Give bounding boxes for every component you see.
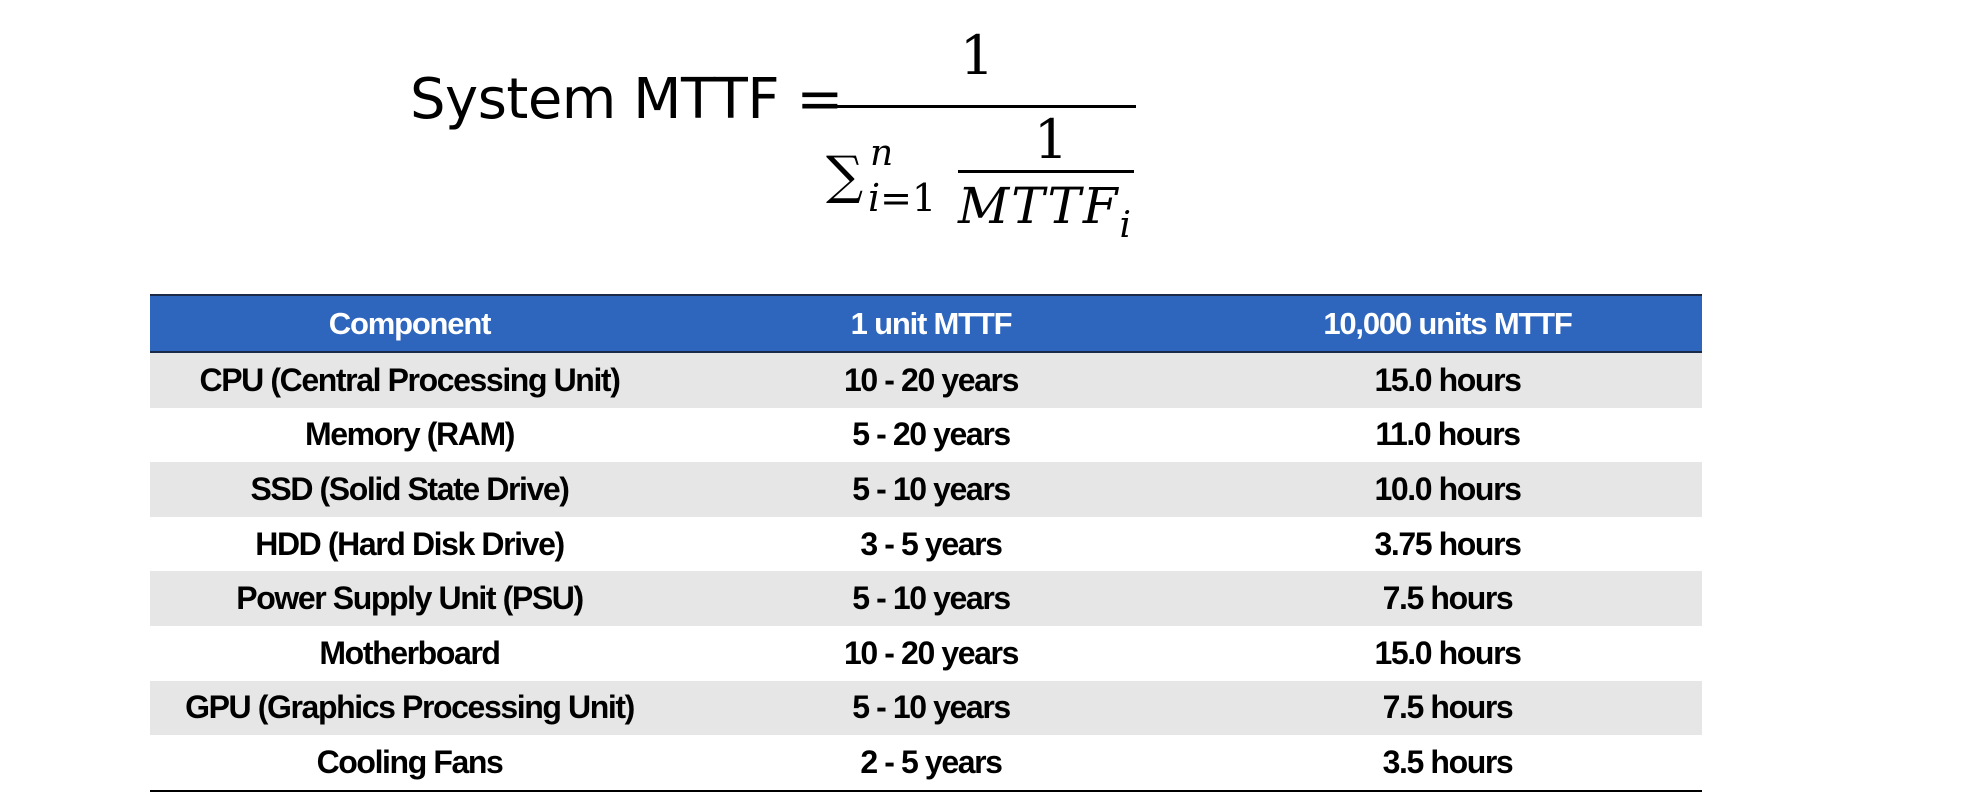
table-body: CPU (Central Processing Unit) 10 - 20 ye… bbox=[150, 352, 1702, 792]
single-unit-mttf-cell: 5 - 10 years bbox=[669, 462, 1193, 517]
table-row: Power Supply Unit (PSU) 5 - 10 years 7.5… bbox=[150, 571, 1702, 626]
formula-lhs: System MTTF = bbox=[410, 67, 843, 132]
fleet-mttf-cell: 7.5 hours bbox=[1193, 680, 1702, 736]
single-unit-mttf-cell: 5 - 10 years bbox=[669, 571, 1193, 626]
fleet-mttf-cell: 7.5 hours bbox=[1193, 571, 1702, 626]
header-10000-units-mttf: 10,000 units MTTF bbox=[1193, 294, 1702, 353]
component-cell: Memory (RAM) bbox=[150, 407, 669, 463]
sum-symbol: ∑ bbox=[826, 146, 864, 206]
header-component: Component bbox=[150, 294, 669, 353]
table-row: GPU (Graphics Processing Unit) 5 - 10 ye… bbox=[150, 680, 1702, 736]
single-unit-mttf-cell: 10 - 20 years bbox=[669, 352, 1193, 408]
sum-lower-limit: i=1 bbox=[868, 176, 936, 220]
single-unit-mttf-cell: 5 - 20 years bbox=[669, 407, 1193, 463]
component-cell: Motherboard bbox=[150, 625, 669, 681]
fleet-mttf-cell: 3.5 hours bbox=[1193, 735, 1702, 792]
component-cell: CPU (Central Processing Unit) bbox=[150, 352, 669, 408]
component-cell: Cooling Fans bbox=[150, 735, 669, 792]
header-1-unit-mttf: 1 unit MTTF bbox=[669, 294, 1193, 353]
table-row: Memory (RAM) 5 - 20 years 11.0 hours bbox=[150, 407, 1702, 463]
single-unit-mttf-cell: 2 - 5 years bbox=[669, 735, 1193, 792]
table-row: Motherboard 10 - 20 years 15.0 hours bbox=[150, 625, 1702, 681]
component-cell: GPU (Graphics Processing Unit) bbox=[150, 680, 669, 736]
component-cell: HDD (Hard Disk Drive) bbox=[150, 516, 669, 572]
single-unit-mttf-cell: 3 - 5 years bbox=[669, 516, 1193, 572]
single-unit-mttf-cell: 5 - 10 years bbox=[669, 680, 1193, 736]
inner-denominator: MTTFi bbox=[958, 178, 1133, 254]
single-unit-mttf-cell: 10 - 20 years bbox=[669, 625, 1193, 681]
inner-numerator: 1 bbox=[1033, 108, 1069, 171]
component-cell: Power Supply Unit (PSU) bbox=[150, 571, 669, 626]
sum-index-start: =1 bbox=[880, 176, 937, 220]
mttf-table: Component 1 unit MTTF 10,000 units MTTF … bbox=[150, 294, 1702, 792]
fleet-mttf-cell: 3.75 hours bbox=[1193, 516, 1702, 572]
header-row: Component 1 unit MTTF 10,000 units MTTF bbox=[150, 294, 1702, 353]
table-row: Cooling Fans 2 - 5 years 3.5 hours bbox=[150, 735, 1702, 792]
inner-denominator-text: MTTF bbox=[958, 177, 1120, 235]
table-row: SSD (Solid State Drive) 5 - 10 years 10.… bbox=[150, 462, 1702, 517]
fleet-mttf-cell: 10.0 hours bbox=[1193, 462, 1702, 517]
table-row: CPU (Central Processing Unit) 10 - 20 ye… bbox=[150, 352, 1702, 408]
sum-upper-limit: n bbox=[870, 133, 894, 174]
formula-fraction-bar bbox=[830, 105, 1136, 108]
table-header: Component 1 unit MTTF 10,000 units MTTF bbox=[150, 294, 1702, 353]
table-row: HDD (Hard Disk Drive) 3 - 5 years 3.75 h… bbox=[150, 516, 1702, 572]
formula-numerator: 1 bbox=[959, 24, 995, 87]
component-cell: SSD (Solid State Drive) bbox=[150, 462, 669, 517]
sum-index-var: i bbox=[868, 176, 881, 220]
inner-denominator-subscript: i bbox=[1119, 205, 1134, 246]
fleet-mttf-cell: 11.0 hours bbox=[1193, 407, 1702, 463]
fleet-mttf-cell: 15.0 hours bbox=[1193, 352, 1702, 408]
inner-fraction-bar bbox=[958, 170, 1134, 173]
fleet-mttf-cell: 15.0 hours bbox=[1193, 625, 1702, 681]
system-mttf-formula: System MTTF = 1 ∑ n i=1 1 MTTFi bbox=[0, 0, 1968, 260]
